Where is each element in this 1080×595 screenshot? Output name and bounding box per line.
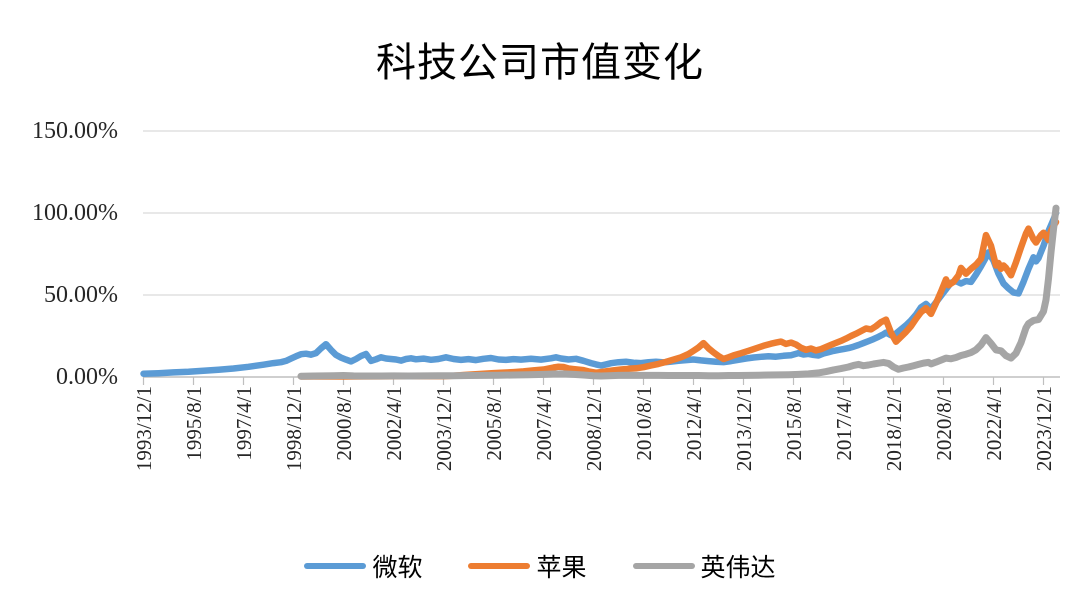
x-axis-label: 2008/12/1: [581, 386, 606, 472]
x-axis-label: 2005/8/1: [481, 386, 506, 461]
legend-label-nvidia: 英伟达: [700, 555, 776, 582]
legend-swatch-microsoft: [304, 563, 367, 569]
legend-item-nvidia: 英伟达: [632, 548, 776, 584]
legend-label-microsoft: 微软: [372, 555, 423, 582]
legend-item-apple: 苹果: [468, 548, 587, 584]
x-axis-label: 2015/8/1: [781, 386, 806, 461]
series-line-nvidia: [297, 204, 1060, 380]
legend-swatch-nvidia: [632, 563, 695, 569]
legend-swatch-apple: [468, 563, 531, 569]
x-axis-label: 2020/8/1: [931, 386, 956, 461]
legend-item-microsoft: 微软: [304, 548, 422, 584]
x-axis-label: 1998/12/1: [281, 386, 306, 472]
y-axis-label: 100.00%: [32, 200, 118, 226]
x-axis-label: 2010/8/1: [631, 386, 656, 461]
x-axis-label: 2018/12/1: [881, 386, 906, 472]
x-axis-label: 2002/4/1: [381, 386, 406, 461]
y-axis-label: 150.00%: [32, 118, 118, 144]
x-axis-label: 2022/4/1: [981, 386, 1006, 461]
y-axis-label: 0.00%: [56, 364, 118, 390]
x-axis-label: 1993/12/1: [131, 386, 156, 472]
x-axis-label: 2023/12/1: [1031, 386, 1056, 472]
series-line-microsoft: [140, 209, 1060, 377]
x-axis-label: 2003/12/1: [431, 386, 456, 472]
legend: 微软 苹果 英伟达: [0, 548, 1080, 584]
x-axis-label: 2012/4/1: [681, 386, 706, 461]
x-axis-label: 1997/4/1: [231, 386, 256, 461]
x-axis-label: 2000/8/1: [331, 386, 356, 461]
legend-label-apple: 苹果: [536, 555, 587, 582]
x-axis-label: 2013/12/1: [731, 386, 756, 472]
y-axis-label: 50.00%: [44, 282, 118, 308]
chart-title: 科技公司市值变化: [376, 40, 704, 85]
x-axis-label: 2007/4/1: [531, 386, 556, 461]
x-axis-label: 1995/8/1: [181, 386, 206, 461]
x-axis-label: 2017/4/1: [831, 386, 856, 461]
series-line-apple: [297, 218, 1060, 380]
